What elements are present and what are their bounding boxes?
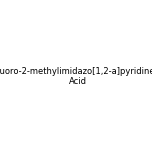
Text: 6-Bromo-5-fluoro-2-methylimidazo[1,2-a]pyridine-3-carboxylic Acid: 6-Bromo-5-fluoro-2-methylimidazo[1,2-a]p… <box>0 67 152 86</box>
